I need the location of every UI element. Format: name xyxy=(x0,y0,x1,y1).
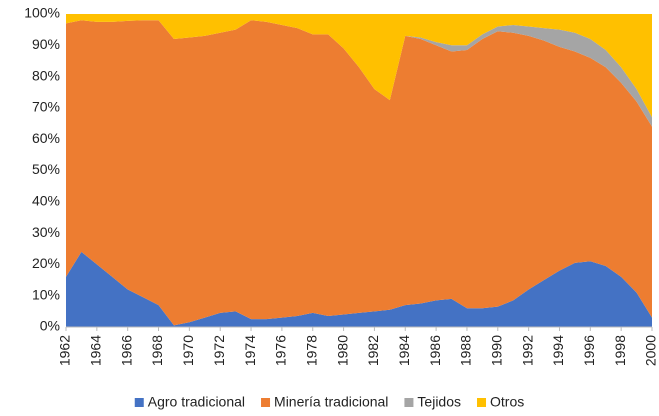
y-tick-label: 40% xyxy=(32,193,60,209)
y-tick-label: 50% xyxy=(32,161,60,177)
legend-swatch xyxy=(134,398,144,407)
x-tick-label: 1968 xyxy=(149,335,165,366)
y-tick-label: 0% xyxy=(40,318,60,334)
x-tick-label: 1980 xyxy=(334,335,350,366)
x-tick-label: 1974 xyxy=(242,335,258,366)
area xyxy=(66,251,652,327)
y-tick-label: 30% xyxy=(32,224,60,240)
x-tick-label: 1978 xyxy=(303,335,319,366)
y-tick-label: 80% xyxy=(32,67,60,83)
x-tick-label: 1994 xyxy=(550,335,566,366)
x-tick-label: 2000 xyxy=(643,335,659,366)
y-tick-label: 60% xyxy=(32,130,60,146)
x-tick-label: 1976 xyxy=(273,335,289,366)
y-tick-label: 90% xyxy=(32,36,60,52)
y-tick-label: 100% xyxy=(24,5,60,21)
x-tick-label: 1988 xyxy=(458,335,474,366)
x-tick-label: 1996 xyxy=(581,335,597,366)
x-tick-label: 1992 xyxy=(519,335,535,366)
x-tick-label: 1966 xyxy=(118,335,134,366)
x-tick-label: 1972 xyxy=(211,335,227,366)
x-tick-label: 1970 xyxy=(180,335,196,366)
x-tick-label: 1998 xyxy=(612,335,628,366)
y-tick-label: 70% xyxy=(32,99,60,115)
legend-swatch xyxy=(261,398,271,407)
area xyxy=(66,14,652,118)
x-tick-label: 1984 xyxy=(396,335,412,366)
y-tick-label: 10% xyxy=(32,286,60,302)
x-tick-label: 1982 xyxy=(365,335,381,366)
x-tick-label: 1964 xyxy=(88,335,104,366)
legend-swatch xyxy=(477,398,487,407)
x-tick-label: 1990 xyxy=(488,335,504,366)
legend-label: Minería tradicional xyxy=(274,394,388,410)
legend-swatch xyxy=(404,398,414,407)
legend-label: Tejidos xyxy=(417,394,461,410)
x-tick-label: 1986 xyxy=(427,335,443,366)
area xyxy=(66,20,652,326)
legend-label: Otros xyxy=(490,394,524,410)
y-tick-label: 20% xyxy=(32,255,60,271)
legend-label: Agro tradicional xyxy=(148,394,245,410)
x-tick-label: 1962 xyxy=(57,335,73,366)
